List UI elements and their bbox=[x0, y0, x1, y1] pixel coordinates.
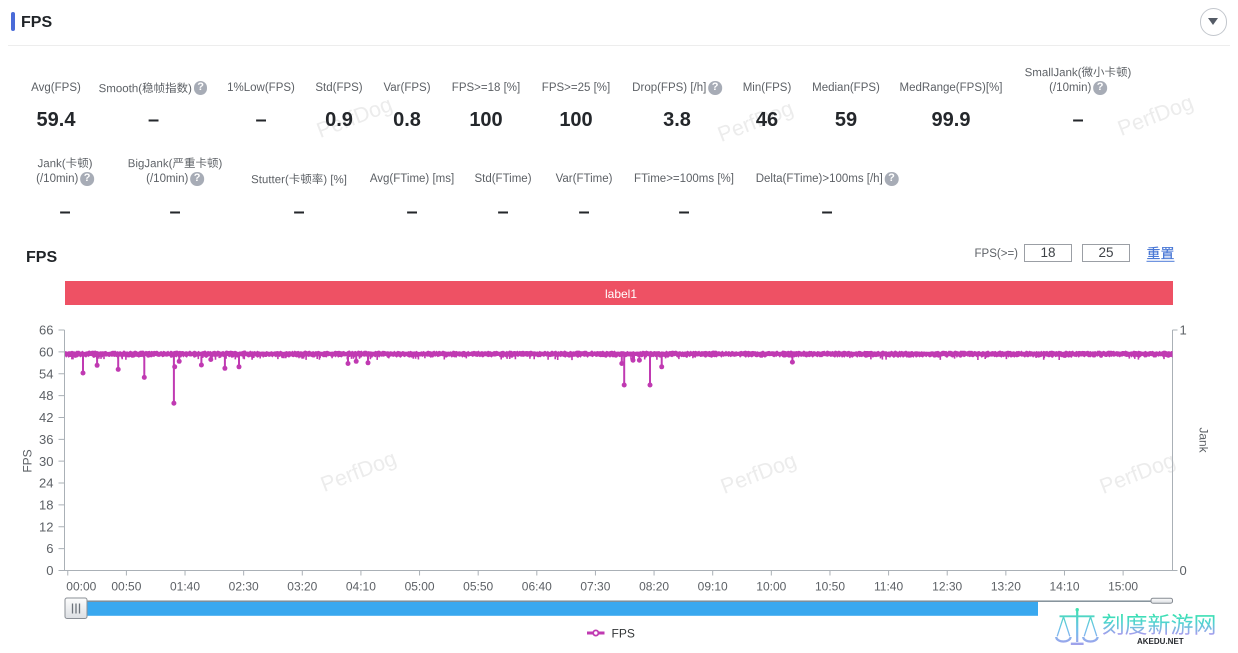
svg-text:15:00: 15:00 bbox=[1108, 580, 1138, 594]
svg-text:14:10: 14:10 bbox=[1049, 580, 1079, 594]
svg-text:60: 60 bbox=[39, 345, 53, 360]
svg-text:54: 54 bbox=[39, 366, 53, 381]
svg-text:00:50: 00:50 bbox=[111, 580, 141, 594]
svg-text:Jank: Jank bbox=[1197, 427, 1211, 453]
svg-text:08:20: 08:20 bbox=[639, 580, 669, 594]
svg-text:10:50: 10:50 bbox=[815, 580, 845, 594]
svg-text:30: 30 bbox=[39, 454, 53, 469]
svg-text:05:00: 05:00 bbox=[405, 580, 435, 594]
svg-text:1: 1 bbox=[1180, 323, 1187, 338]
svg-text:12:30: 12:30 bbox=[932, 580, 962, 594]
svg-text:07:30: 07:30 bbox=[580, 580, 610, 594]
svg-text:FPS: FPS bbox=[612, 626, 635, 640]
svg-text:04:10: 04:10 bbox=[346, 580, 376, 594]
svg-text:6: 6 bbox=[46, 541, 53, 556]
svg-text:06:40: 06:40 bbox=[522, 580, 552, 594]
svg-text:01:40: 01:40 bbox=[170, 580, 200, 594]
svg-text:24: 24 bbox=[39, 476, 53, 491]
svg-text:10:00: 10:00 bbox=[756, 580, 786, 594]
svg-text:09:10: 09:10 bbox=[698, 580, 728, 594]
svg-text:18: 18 bbox=[39, 498, 53, 513]
svg-text:02:30: 02:30 bbox=[229, 580, 259, 594]
svg-text:05:50: 05:50 bbox=[463, 580, 493, 594]
svg-text:12: 12 bbox=[39, 519, 53, 534]
svg-text:0: 0 bbox=[46, 563, 53, 578]
svg-text:13:20: 13:20 bbox=[991, 580, 1021, 594]
svg-text:00:00: 00:00 bbox=[66, 580, 96, 594]
svg-text:42: 42 bbox=[39, 410, 53, 425]
svg-text:11:40: 11:40 bbox=[874, 580, 903, 594]
svg-text:0: 0 bbox=[1180, 563, 1187, 578]
svg-text:48: 48 bbox=[39, 388, 53, 403]
svg-text:FPS: FPS bbox=[21, 449, 35, 472]
svg-text:66: 66 bbox=[39, 323, 53, 338]
svg-text:03:20: 03:20 bbox=[287, 580, 317, 594]
svg-text:36: 36 bbox=[39, 432, 53, 447]
